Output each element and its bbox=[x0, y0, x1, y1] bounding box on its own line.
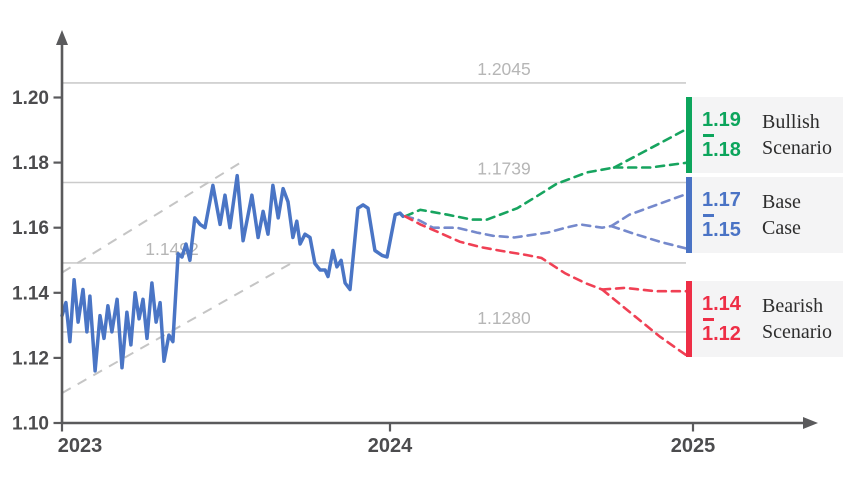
bullish-range-bar bbox=[686, 97, 692, 173]
x-tick-label-2024: 2024 bbox=[368, 435, 413, 457]
bearish-scenario-card: 1.14 1.12 Bearish Scenario bbox=[686, 281, 843, 357]
base-low-value: 1.15 bbox=[702, 218, 741, 241]
bullish-projection-high bbox=[612, 127, 690, 169]
bullish-low-value: 1.18 bbox=[702, 138, 741, 161]
base-projection-low bbox=[609, 224, 690, 251]
y-tick-label-1.14: 1.14 bbox=[12, 283, 49, 304]
bearish-low-value: 1.12 bbox=[702, 322, 741, 345]
history-line bbox=[60, 173, 405, 373]
y-tick-label-1.16: 1.16 bbox=[12, 218, 49, 239]
bullish-scenario-card: 1.19 1.18 Bullish Scenario bbox=[686, 97, 843, 173]
y-tick-label-1.12: 1.12 bbox=[12, 348, 49, 369]
gridline-label-1.1280: 1.1280 bbox=[477, 308, 531, 328]
bullish-label-line2: Scenario bbox=[762, 137, 832, 159]
range-dash-icon bbox=[703, 317, 714, 321]
bearish-high-value: 1.14 bbox=[702, 292, 741, 315]
range-dash-icon bbox=[703, 133, 714, 137]
bearish-range-values: 1.14 1.12 bbox=[702, 292, 750, 345]
bullish-projection-trunk bbox=[403, 166, 616, 221]
bearish-projection-low bbox=[600, 288, 690, 358]
base-high-value: 1.17 bbox=[702, 188, 741, 211]
x-axis-arrowhead bbox=[803, 417, 818, 429]
base-projection-high bbox=[609, 192, 690, 228]
bullish-label-line1: Bullish bbox=[762, 111, 820, 133]
base-case-card: 1.17 1.15 Base Case bbox=[686, 177, 843, 253]
range-dash-icon bbox=[703, 213, 714, 217]
y-tick-label-1.18: 1.18 bbox=[12, 153, 49, 174]
y-tick-label-1.20: 1.20 bbox=[12, 88, 49, 109]
bearish-label-line2: Scenario bbox=[762, 321, 832, 343]
bearish-range-bar bbox=[686, 281, 692, 357]
x-tick-label-2023: 2023 bbox=[58, 435, 103, 457]
bullish-range-values: 1.19 1.18 bbox=[702, 108, 750, 161]
gridline-label-1.2045: 1.2045 bbox=[477, 59, 531, 79]
base-range-values: 1.17 1.15 bbox=[702, 188, 750, 241]
bullish-projection-low bbox=[612, 161, 690, 169]
base-case-label: Base Case bbox=[762, 189, 801, 241]
base-label-line2: Case bbox=[762, 217, 801, 239]
bearish-projection-high bbox=[600, 286, 690, 293]
y-axis-arrowhead bbox=[56, 30, 68, 45]
base-label-line1: Base bbox=[762, 191, 801, 213]
y-tick-label-1.10: 1.10 bbox=[12, 414, 49, 435]
bullish-high-value: 1.19 bbox=[702, 108, 741, 131]
bearish-scenario-label: Bearish Scenario bbox=[762, 293, 832, 345]
bearish-projection-trunk bbox=[403, 215, 604, 291]
gridline-label-1.1739: 1.1739 bbox=[477, 159, 531, 179]
bullish-scenario-label: Bullish Scenario bbox=[762, 109, 832, 161]
trend-channel-lower bbox=[61, 262, 293, 394]
base-range-bar bbox=[686, 177, 692, 253]
x-tick-label-2025: 2025 bbox=[671, 435, 716, 457]
bearish-label-line1: Bearish bbox=[762, 295, 824, 317]
base-projection-trunk bbox=[403, 215, 613, 239]
